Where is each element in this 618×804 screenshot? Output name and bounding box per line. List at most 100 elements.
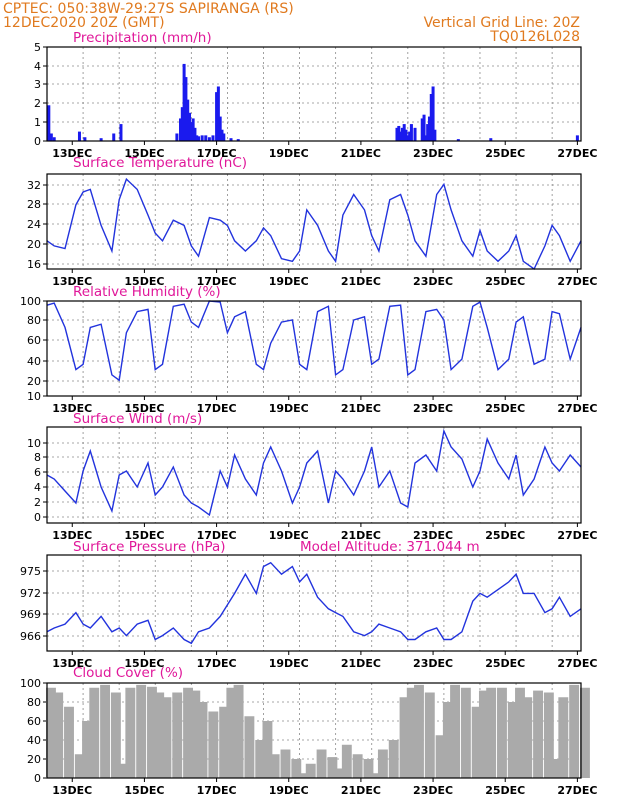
cloud-bar — [317, 750, 327, 779]
y-tick-label: 2 — [34, 97, 41, 110]
panel-frame — [47, 555, 581, 651]
cloud-bar — [486, 688, 496, 778]
precip-bar — [222, 133, 225, 141]
x-tick-label: 17DEC — [197, 402, 237, 415]
y-tick-label: 3 — [34, 78, 41, 91]
cloud-bar — [342, 745, 352, 778]
y-tick-label: 1 — [34, 116, 41, 129]
x-tick-label: 21DEC — [341, 275, 381, 288]
cloud-bar — [425, 693, 435, 779]
panel-title: Surface Wind (m/s) — [73, 411, 202, 427]
cloud-bar — [533, 691, 543, 778]
cloud-bar — [306, 764, 316, 778]
x-tick-label: 25DEC — [485, 657, 525, 670]
cloud-bar — [522, 697, 532, 778]
panel-frame — [47, 47, 581, 141]
x-tick-label: 25DEC — [485, 784, 525, 797]
x-tick-label: 19DEC — [269, 657, 309, 670]
y-tick-label: 8 — [34, 451, 41, 464]
y-tick-label: 24 — [27, 218, 41, 231]
cloud-bar — [353, 754, 363, 778]
x-tick-label: 21DEC — [341, 147, 381, 160]
cloud-bar — [569, 685, 579, 778]
precip-bar — [175, 133, 178, 141]
y-tick-label: 2 — [34, 496, 41, 509]
panel-title: Precipitation (mm/h) — [73, 30, 212, 46]
y-tick-label: 80 — [27, 314, 41, 327]
x-tick-label: 27DEC — [557, 275, 597, 288]
precip-bar — [410, 124, 413, 141]
x-tick-label: 27DEC — [557, 784, 597, 797]
cloud-bar — [208, 712, 218, 779]
x-tick-label: 23DEC — [413, 784, 453, 797]
x-tick-label: 19DEC — [269, 784, 309, 797]
cloud-bar — [234, 685, 244, 778]
y-tick-label: 16 — [27, 258, 41, 271]
x-tick-label: 25DEC — [485, 275, 525, 288]
y-tick-label: 28 — [27, 198, 41, 211]
panel-frame — [47, 427, 581, 523]
series-line — [47, 301, 581, 380]
cloud-bar — [89, 688, 99, 778]
y-tick-label: 40 — [27, 355, 41, 368]
y-tick-label: 20 — [27, 375, 41, 388]
x-tick-label: 19DEC — [269, 275, 309, 288]
y-tick-label: 4 — [34, 60, 41, 73]
y-tick-label: 5 — [34, 41, 41, 54]
y-tick-label: 40 — [27, 734, 41, 747]
y-tick-label: 975 — [20, 565, 41, 578]
x-tick-label: 25DEC — [485, 147, 525, 160]
header-run-time: 12DEC2020 20Z (GMT) — [3, 15, 165, 31]
precip-bar — [197, 136, 200, 141]
x-tick-label: 27DEC — [557, 657, 597, 670]
x-tick-label: 27DEC — [557, 147, 597, 160]
model-altitude-label: Model Altitude: 371.044 m — [300, 539, 480, 555]
precip-bar — [201, 135, 204, 141]
cloud-bar — [161, 697, 171, 778]
cloud-bar — [378, 750, 388, 779]
y-tick-label: 6 — [34, 466, 41, 479]
y-tick-label: 20 — [27, 753, 41, 766]
y-tick-label: 100 — [20, 677, 41, 690]
x-tick-label: 27DEC — [557, 402, 597, 415]
y-tick-label: 60 — [27, 334, 41, 347]
panel-title: Cloud Cover (%) — [73, 665, 183, 681]
cloud-bar — [64, 707, 74, 778]
y-tick-label: 100 — [20, 295, 41, 308]
cloud-bar — [244, 716, 254, 778]
panel-frame — [47, 174, 581, 269]
cloud-bar — [270, 754, 280, 778]
x-tick-label: 15DEC — [124, 784, 164, 797]
cloud-bar — [172, 693, 182, 779]
precip-bar — [204, 135, 207, 141]
x-tick-label: 23DEC — [413, 147, 453, 160]
cloud-bar — [136, 685, 146, 778]
x-tick-label: 21DEC — [341, 657, 381, 670]
y-tick-label: 32 — [27, 179, 41, 192]
cloud-bar — [389, 740, 399, 778]
x-tick-label: 25DEC — [485, 402, 525, 415]
y-tick-label: 10 — [27, 437, 41, 450]
y-tick-label: 972 — [20, 587, 41, 600]
cloud-bar — [414, 685, 424, 778]
panel-title: Surface Temperature (nC) — [73, 155, 247, 171]
header-model: TQ0126L028 — [489, 29, 580, 45]
panel-title: Surface Pressure (hPa) — [73, 539, 226, 555]
precip-bar — [414, 128, 417, 141]
cloud-bar — [53, 693, 63, 779]
x-tick-label: 23DEC — [413, 275, 453, 288]
cloud-bar — [461, 688, 471, 778]
cloud-bar — [497, 688, 507, 778]
cloud-bar — [281, 750, 291, 779]
panel-frame — [47, 301, 581, 396]
x-tick-label: 19DEC — [269, 402, 309, 415]
cloud-bar — [100, 685, 110, 778]
x-tick-label: 25DEC — [485, 529, 525, 542]
precip-bar — [211, 135, 214, 141]
x-tick-label: 23DEC — [413, 402, 453, 415]
x-tick-label: 17DEC — [197, 784, 237, 797]
precip-bar — [576, 135, 579, 141]
precip-bar — [112, 133, 115, 141]
x-tick-label: 21DEC — [341, 784, 381, 797]
